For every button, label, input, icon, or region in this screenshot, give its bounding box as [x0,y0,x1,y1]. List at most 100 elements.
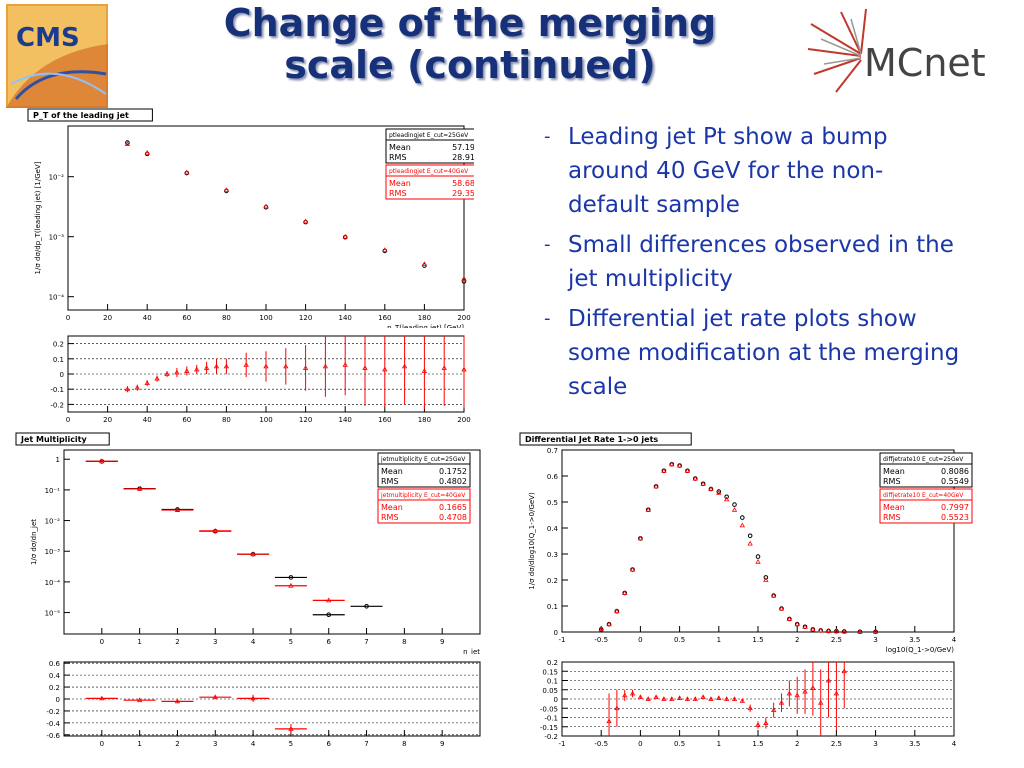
data-point [794,621,800,627]
x-tick-label: 0.5 [674,636,685,644]
data-point [326,612,332,618]
data-point [213,363,220,369]
data-point [382,366,388,372]
data-point [342,233,348,239]
y-tick-label: 0.7 [547,447,558,455]
x-tick-label: 6 [326,638,331,646]
x-tick-label: 3 [213,740,217,748]
data-point [661,696,667,701]
data-point [144,150,150,155]
x-tick-label: -0.5 [594,636,608,644]
x-tick-label: 2 [175,740,179,748]
y-tick-label: 0.4 [49,672,61,680]
stat-box-frame [385,128,474,164]
data-point [184,169,190,175]
x-tick-label: 1.5 [752,740,763,748]
series-1 [598,461,879,634]
data-point [288,726,294,731]
y-tick-label: 0.6 [49,660,61,668]
y-axis-label: 1/σ dσ/dlog10(Q_1->0/GeV) [528,492,536,590]
y-tick-label: -0.05 [540,705,558,713]
x-tick-label: 7 [364,638,368,646]
data-point [692,696,698,701]
data-point [841,628,847,634]
data-point [263,363,269,369]
y-tick-label: 0.5 [547,499,558,507]
data-point [124,141,131,146]
bullet-text: Leading jet Pt show a bump around 40 GeV… [568,124,888,218]
stat-rms-label: RMS [381,513,399,522]
title-line-2: scale (continued) [284,43,656,87]
x-tick-label: 160 [378,314,391,322]
x-tick-label: 140 [339,416,352,424]
data-point [637,535,644,541]
data-point [739,522,746,528]
stat-rms-label: RMS [381,477,399,486]
data-point [763,577,769,582]
data-point [441,365,447,370]
data-point [833,690,840,696]
differential-jet-rate-plot: 0 0.1 0.2 0.3 0.4 0.5 0.6 0.7 -1 -0.5 0 0.5 1 1.5 2 2.5… [519,432,973,654]
data-point [739,698,746,703]
y-tick-label: 0.1 [547,678,558,686]
x-tick-label: 5 [289,740,293,748]
stat-box-frame [879,452,973,488]
x-tick-label: 0 [638,636,642,644]
stat-box: ptleadingjet E_cut=25GeV Mean 57.19 RMS 28.9… [385,128,474,164]
bullet-item-2: - Small differences observed in the jet m… [544,228,964,296]
y-tick-label: -0.1 [50,386,64,394]
stat-box-frame [377,452,471,488]
y-axis-label: 1/σ dσ/dp_T(leading jet) [1/GeV] [34,161,42,274]
data-point [382,247,388,252]
stat-box-frame [879,488,973,524]
x-tick-label: 3.5 [909,740,920,748]
data-point [857,628,863,634]
x-tick-label: 1.5 [752,636,763,644]
jet-multiplicity-ratio-plot: -0.6 -0.4 -0.2 0 0.2 0.4 0.6 0 1 2 3 4 5 6 7 8 9 [46,660,481,748]
x-tick-label: 140 [339,314,352,322]
data-point [223,363,230,369]
x-tick-label: 180 [418,416,431,424]
data-point [461,366,467,372]
stat-rms-label: RMS [883,477,901,486]
y-tick-label: 1 [56,456,60,464]
data-point [669,461,675,467]
data-point [194,366,200,372]
x-tick-label: 2 [795,636,799,644]
data-point [629,566,636,572]
plot-title-box [27,108,153,122]
data-point [770,592,777,598]
y-tick-label: -0.15 [540,724,558,732]
data-point [653,483,659,489]
data-point [174,369,180,375]
cms-logo: CMS [6,4,108,108]
data-point [212,694,218,700]
data-point [731,506,738,512]
x-tick-label: 1 [717,740,721,748]
data-point [614,705,620,711]
x-tick-label: 0 [638,740,642,748]
y-tick-label: 10⁻³ [45,548,61,556]
bullet-dash-icon: - [544,126,551,147]
y-tick-label: 10⁻² [49,174,65,182]
x-tick-label: 2 [795,740,799,748]
data-point [401,363,408,369]
differential-jet-rate-ratio-plot: 0.20.150.10.050-0.05-0.1-0.15-0.2-1 -0.5 0… [540,659,957,748]
stat-mean-value: 0.1665 [439,503,467,512]
data-point [288,575,294,580]
stat-rms-value: 28.91 [452,153,474,162]
data-point [637,694,644,700]
data-point [732,502,737,507]
y-tick-label: 0.2 [547,659,558,667]
y-tick-label: 10⁻² [45,518,61,526]
x-tick-label: 60 [182,416,191,424]
data-point [825,628,832,633]
x-tick-label: 120 [299,314,312,322]
data-point [645,696,651,701]
stat-mean-label: Mean [883,467,905,476]
x-tick-label: 100 [259,314,272,322]
stat-name: ptleadingjet E_cut=40GeV [389,168,469,175]
data-point [770,707,777,712]
series-0 [124,336,467,409]
stat-mean-label: Mean [389,179,411,188]
